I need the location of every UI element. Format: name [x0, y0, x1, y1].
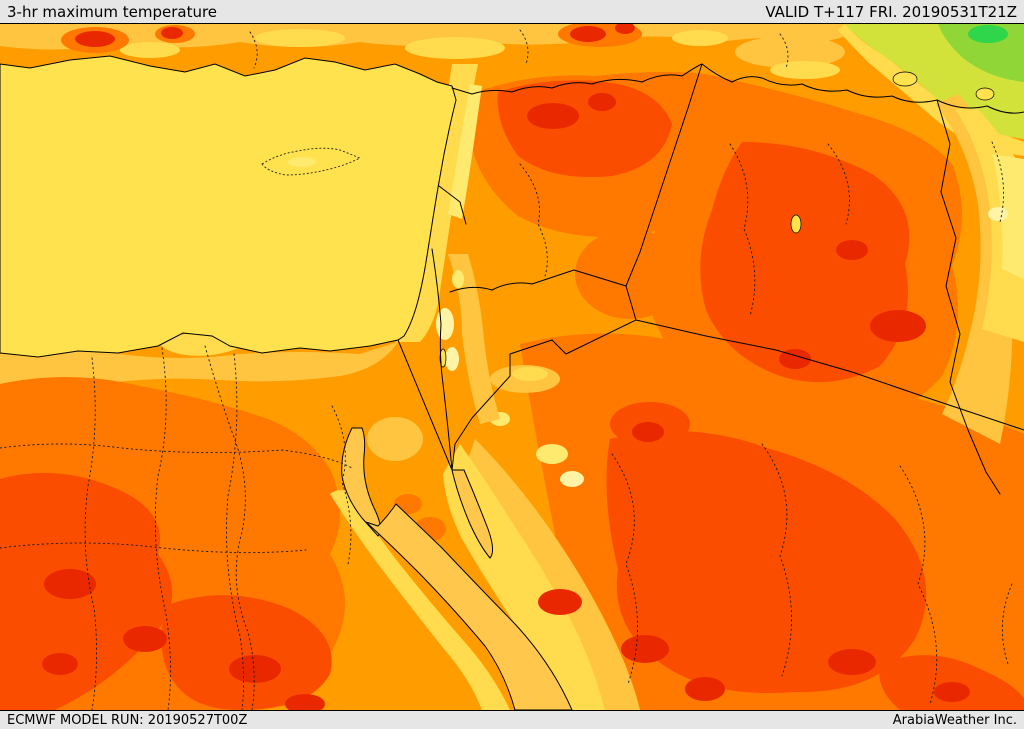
temperature-contour-map [0, 24, 1024, 710]
map-area [0, 24, 1024, 710]
top-bar: 3-hr maximum temperature VALID T+117 FRI… [0, 0, 1024, 24]
admin-boundaries-dotted [0, 29, 1013, 710]
lake-van [892, 71, 918, 87]
jordan-valley-border [431, 248, 453, 471]
valid-time-label: VALID T+117 FRI. 20190531T21Z [765, 2, 1017, 21]
lake-urmia [975, 87, 995, 101]
dead-sea [439, 348, 447, 368]
israel-egypt-border [397, 339, 453, 471]
jordan-saudi-border [451, 319, 637, 471]
iraq-saudi-border [625, 285, 1024, 431]
bottom-bar: ECMWF MODEL RUN: 20190527T00Z ArabiaWeat… [0, 710, 1024, 729]
mediterranean-sea [0, 55, 457, 358]
water-bodies [0, 55, 995, 710]
map-title: 3-hr maximum temperature [7, 2, 218, 21]
lebanon-syria-border [438, 185, 467, 225]
country-borders [397, 63, 1024, 495]
provider-label: ArabiaWeather Inc. [892, 712, 1017, 728]
iran-iraq-border [936, 99, 1001, 495]
red-sea [365, 503, 573, 710]
syria-jordan-border [449, 269, 627, 293]
turkey-syria-iraq-border [451, 63, 1024, 114]
lake-tharthar [790, 214, 802, 234]
syria-iraq-border [625, 63, 703, 287]
temperature-field [0, 24, 1024, 710]
gulf-of-aqaba [451, 469, 494, 559]
model-run-label: ECMWF MODEL RUN: 20190527T00Z [7, 712, 248, 728]
cyprus-highland [288, 157, 316, 167]
nile-river [204, 345, 255, 710]
